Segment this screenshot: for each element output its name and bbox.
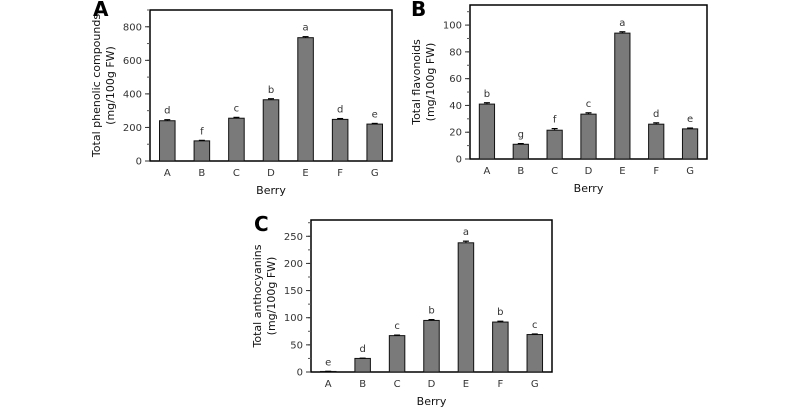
panel-A: 0 200 400 600 800 d Af Bc Cb Da Ed Fe G Berry Total ph… bbox=[90, 0, 393, 197]
bar-B bbox=[354, 357, 371, 373]
bar-C bbox=[228, 117, 245, 162]
bar-D bbox=[580, 113, 597, 160]
bar-F bbox=[648, 123, 665, 160]
significance-label: d bbox=[359, 344, 365, 355]
x-tick-label: B bbox=[198, 168, 205, 179]
y-axis-label: Total anthocyanins(mg/100g FW) bbox=[251, 244, 278, 348]
significance-label: d bbox=[164, 106, 170, 117]
significance-label: d bbox=[337, 105, 343, 116]
y-tick-label: 80 bbox=[449, 47, 462, 58]
x-axis-label: Berry bbox=[256, 184, 286, 197]
y-tick-label: 600 bbox=[123, 56, 142, 67]
significance-label: b bbox=[268, 85, 274, 96]
significance-label: b bbox=[484, 89, 490, 100]
y-tick-label: 60 bbox=[449, 74, 462, 85]
bar-D bbox=[262, 99, 280, 162]
significance-label: f bbox=[200, 126, 204, 137]
significance-label: a bbox=[619, 18, 625, 29]
y-axis-label-line: Total flavonoids bbox=[410, 39, 423, 126]
x-tick-label: F bbox=[337, 168, 343, 179]
panel-label: A bbox=[93, 0, 109, 21]
y-axis-label-line: Total phenolic compounds bbox=[90, 14, 103, 158]
y-tick-label: 100 bbox=[443, 21, 462, 32]
significance-label: e bbox=[687, 114, 693, 125]
significance-label: c bbox=[234, 103, 240, 114]
bar-E bbox=[614, 32, 631, 160]
significance-label: a bbox=[303, 23, 309, 34]
x-tick-label: G bbox=[371, 168, 379, 179]
significance-label: c bbox=[532, 320, 538, 331]
x-tick-label: E bbox=[619, 166, 625, 177]
x-tick-label: C bbox=[233, 168, 240, 179]
panel-B: 0 20 40 60 80 100 b Ag Bf Cc Da Ed Fe G Berry Total fla… bbox=[410, 0, 708, 195]
x-tick-label: D bbox=[585, 166, 593, 177]
bar-F bbox=[331, 118, 349, 162]
y-tick-label: 20 bbox=[449, 128, 462, 139]
y-axis-label: Total flavonoids(mg/100g FW) bbox=[410, 39, 437, 126]
bar-A bbox=[159, 120, 176, 162]
y-tick-label: 800 bbox=[123, 22, 142, 33]
x-tick-label: D bbox=[428, 379, 436, 390]
significance-label: f bbox=[553, 115, 557, 126]
panel-label: B bbox=[411, 0, 426, 21]
bar-C bbox=[546, 129, 563, 160]
x-tick-label: C bbox=[551, 166, 558, 177]
x-tick-label: D bbox=[267, 168, 275, 179]
x-tick-label: A bbox=[484, 166, 491, 177]
bar-G bbox=[366, 123, 383, 162]
significance-label: a bbox=[463, 227, 469, 238]
significance-label: d bbox=[653, 109, 659, 120]
bar-B bbox=[512, 143, 529, 160]
x-tick-label: A bbox=[325, 379, 332, 390]
panel-C: 0 50 100 150 200 250 eAd Bc Cb Da Eb Fc G Berry Total … bbox=[251, 212, 553, 407]
y-tick-label: 200 bbox=[284, 259, 303, 270]
x-tick-label: G bbox=[686, 166, 694, 177]
y-axis-label-line: (mg/100g FW) bbox=[265, 257, 278, 336]
bar-G bbox=[681, 128, 699, 160]
significance-label: g bbox=[518, 130, 524, 141]
bar-C bbox=[388, 335, 406, 373]
y-tick-label: 0 bbox=[297, 368, 303, 379]
y-axis-label-line: (mg/100g FW) bbox=[424, 43, 437, 122]
bar-D bbox=[423, 319, 440, 373]
y-axis-label: Total phenolic compounds(mg/100g FW) bbox=[90, 14, 117, 158]
significance-label: e bbox=[372, 109, 378, 120]
y-tick-label: 0 bbox=[456, 155, 462, 166]
y-tick-label: 0 bbox=[136, 157, 142, 168]
y-tick-label: 50 bbox=[290, 340, 303, 351]
y-tick-label: 40 bbox=[449, 101, 462, 112]
x-tick-label: B bbox=[517, 166, 524, 177]
significance-label: b bbox=[497, 307, 503, 318]
y-tick-label: 150 bbox=[284, 286, 303, 297]
significance-label: c bbox=[586, 99, 592, 110]
significance-label: b bbox=[428, 306, 434, 317]
x-tick-label: G bbox=[531, 379, 539, 390]
significance-label: c bbox=[394, 321, 400, 332]
y-tick-label: 100 bbox=[284, 313, 303, 324]
bar-E bbox=[297, 37, 314, 162]
x-tick-label: E bbox=[302, 168, 308, 179]
bar-G bbox=[526, 334, 544, 373]
x-tick-label: E bbox=[463, 379, 469, 390]
bar-B bbox=[193, 140, 211, 162]
y-axis-label-line: (mg/100g FW) bbox=[104, 46, 117, 125]
bar-E bbox=[457, 242, 475, 373]
x-tick-label: A bbox=[164, 168, 171, 179]
bar-A bbox=[478, 103, 496, 160]
y-tick-label: 200 bbox=[123, 123, 142, 134]
significance-label: e bbox=[325, 357, 331, 368]
x-tick-label: F bbox=[497, 379, 503, 390]
y-axis-label-line: Total anthocyanins bbox=[251, 244, 264, 348]
y-tick-label: 400 bbox=[123, 89, 142, 100]
x-tick-label: C bbox=[394, 379, 401, 390]
x-tick-label: F bbox=[653, 166, 659, 177]
x-tick-label: B bbox=[359, 379, 366, 390]
y-tick-label: 250 bbox=[284, 232, 303, 243]
bar-F bbox=[492, 321, 509, 373]
panel-label: C bbox=[254, 212, 269, 236]
x-axis-label: Berry bbox=[417, 395, 447, 407]
x-axis-label: Berry bbox=[574, 182, 604, 195]
